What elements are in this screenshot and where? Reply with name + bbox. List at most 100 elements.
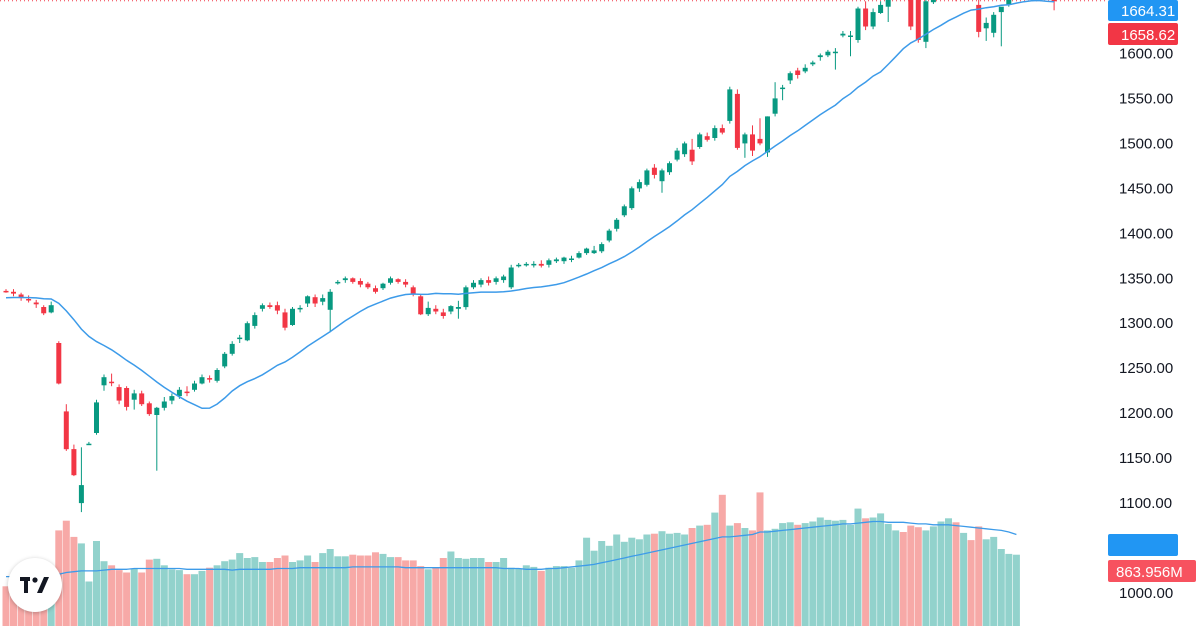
candle-body [154, 407, 160, 415]
candle-body [508, 267, 514, 288]
candle [139, 390, 145, 406]
candle-body [365, 283, 371, 288]
volume-bar [786, 522, 794, 626]
volume-bar [945, 518, 952, 626]
candle [508, 264, 514, 290]
volume-bar [153, 558, 161, 626]
volume-bar [372, 552, 379, 626]
candle-body [237, 337, 243, 340]
volume-bar [884, 523, 892, 626]
moving-average-line [5, 0, 1055, 410]
volume-bar [183, 574, 191, 626]
candle [433, 305, 439, 315]
candle-body [486, 280, 492, 283]
candle [486, 276, 492, 286]
candle-body [915, 0, 921, 40]
candle-body [305, 296, 311, 304]
candle-body [840, 33, 846, 36]
candle-body [659, 170, 665, 182]
price-tick-label: 1200.00 [1119, 405, 1173, 422]
candle-body [614, 219, 620, 229]
candle [538, 260, 544, 268]
candle [350, 277, 356, 284]
volume-bar [138, 572, 146, 626]
price-axis[interactable]: 1000.001050.001100.001150.001200.001250.… [1119, 46, 1173, 603]
volume-bar [243, 558, 251, 626]
candle [63, 404, 69, 451]
volume-bar [439, 558, 447, 626]
volume-bar [145, 559, 153, 626]
volume-bar [914, 527, 922, 626]
candle [373, 285, 378, 294]
candle-body [757, 138, 763, 144]
candle [991, 12, 997, 38]
candle-body [471, 282, 476, 288]
candle [825, 49, 831, 58]
candle-body [207, 378, 213, 380]
candle [780, 84, 786, 101]
volume-bar [658, 531, 666, 626]
candle-body [282, 312, 288, 328]
candle-body [682, 143, 688, 155]
volume-bar [266, 562, 274, 626]
candle [169, 393, 175, 405]
candle-body [33, 302, 39, 305]
volume-bar [741, 528, 749, 626]
candle [523, 262, 529, 267]
candle [742, 132, 748, 158]
candle-body [350, 278, 356, 282]
price-tick-label: 1300.00 [1119, 315, 1173, 332]
candle-body [244, 323, 250, 341]
volume-ma-tag [1108, 534, 1178, 556]
candle-body [908, 0, 914, 27]
candle [569, 255, 574, 263]
candle [282, 308, 288, 331]
candle-body [765, 116, 770, 153]
candle [923, 0, 929, 49]
candle-body [131, 393, 137, 400]
candle [832, 48, 838, 70]
candle [418, 294, 424, 316]
volume-bar [160, 565, 168, 627]
candle [591, 245, 597, 254]
candle [131, 389, 137, 410]
candle [3, 289, 9, 293]
volume-bar [801, 523, 809, 626]
volume-bar [688, 528, 696, 626]
candle-body [388, 278, 393, 283]
candle [501, 274, 507, 283]
volume-bar [982, 539, 990, 626]
price-tick-label: 1150.00 [1119, 450, 1172, 467]
volume-bar [251, 557, 259, 626]
candle-body [116, 387, 122, 401]
candle [840, 31, 846, 38]
tradingview-logo[interactable] [8, 558, 62, 612]
volume-bar [417, 566, 425, 626]
candle-body [712, 128, 718, 138]
volume-bar [304, 555, 312, 626]
candle-body [86, 443, 92, 446]
candle [606, 228, 612, 243]
volume-bar [130, 568, 138, 626]
candle [274, 301, 280, 315]
candle-body [516, 264, 522, 267]
candle-body [523, 263, 529, 266]
volume-bar [85, 581, 93, 626]
volume-bar [296, 560, 304, 626]
candle [659, 168, 665, 193]
ma-price-label: 1664.31 [1121, 3, 1175, 20]
volume-bar [273, 558, 281, 626]
candle-body [214, 370, 220, 381]
volume-bar [907, 525, 915, 626]
volume-bar [206, 567, 214, 626]
candle [48, 301, 54, 314]
volume-bar [831, 520, 839, 626]
volume-bar [115, 570, 123, 626]
candle-body [48, 305, 54, 313]
volume-bar [877, 513, 885, 626]
candle [712, 125, 718, 141]
volume-bar [485, 562, 493, 626]
candle-body [3, 290, 9, 293]
candle [848, 31, 853, 57]
